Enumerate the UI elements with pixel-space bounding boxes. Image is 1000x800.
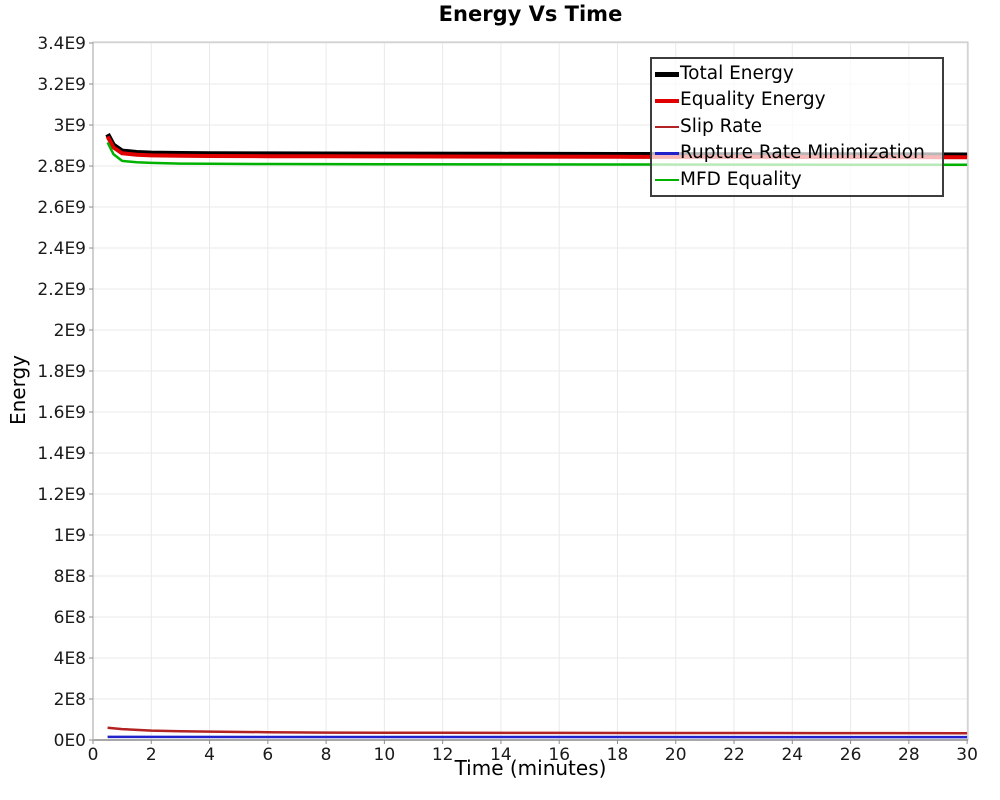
legend-label: Slip Rate [680,115,763,137]
y-tick-label: 8E8 [54,567,86,587]
x-tick-label: 14 [490,745,512,765]
legend-swatch-line [655,98,679,103]
y-tick-label: 2.6E9 [37,198,86,218]
x-tick-label: 18 [607,745,629,765]
x-tick-label: 12 [432,745,454,765]
x-tick-label: 20 [665,745,687,765]
legend-swatch-line [655,178,679,181]
legend-item: MFD Equality [655,168,939,190]
series-line-2 [107,726,968,735]
legend-item: Equality Energy [655,91,939,110]
y-tick-label: 2E9 [54,321,86,341]
legend-swatch-line [655,125,679,129]
legend-label: Equality Energy [680,89,826,111]
y-tick-label: 2.8E9 [37,157,86,177]
y-tick-label: 3.2E9 [37,75,86,95]
legend-label: MFD Equality [680,168,802,190]
x-tick-label: 10 [374,745,396,765]
y-tick-label: 0E0 [54,731,86,751]
x-tick-label: 0 [88,745,99,765]
y-tick-label: 1.8E9 [37,362,86,382]
x-tick-label: 24 [781,745,803,765]
x-tick-label: 22 [723,745,745,765]
chart-title: Energy Vs Time [438,2,623,26]
y-tick-label: 3E9 [54,116,86,136]
y-tick-label: 1.4E9 [37,444,86,464]
legend-item: Slip Rate [655,115,939,137]
legend-label: Rupture Rate Minimization [680,142,925,164]
y-tick-label: 1E9 [54,526,86,546]
x-tick-label: 4 [204,745,215,765]
x-tick-label: 8 [321,745,332,765]
legend-item: Rupture Rate Minimization [655,144,939,163]
legend-item: Total Energy [655,62,939,84]
y-tick-label: 4E8 [54,649,86,669]
legend: Total Energy Equality Energy Slip Rate Rupt… [650,57,944,197]
x-tick-label: 26 [840,745,862,765]
x-tick-label: 6 [262,745,273,765]
y-tick-label: 2E8 [54,690,86,710]
y-tick-label: 1.2E9 [37,485,86,505]
x-tick-label: 16 [548,745,570,765]
legend-swatch-line [655,71,679,77]
y-tick-label: 6E8 [54,608,86,628]
y-axis-label: Energy [6,354,30,426]
y-tick-label: 2.2E9 [37,280,86,300]
legend-swatch-line [655,152,679,155]
x-tick-label: 30 [956,745,978,765]
x-axis-label: Time (minutes) [454,756,607,780]
legend-label: Total Energy [680,62,794,84]
x-tick-label: 2 [146,745,157,765]
y-tick-label: 1.6E9 [37,403,86,423]
x-tick-label: 28 [898,745,920,765]
y-tick-label: 3.4E9 [37,34,86,54]
y-tick-label: 2.4E9 [37,239,86,259]
